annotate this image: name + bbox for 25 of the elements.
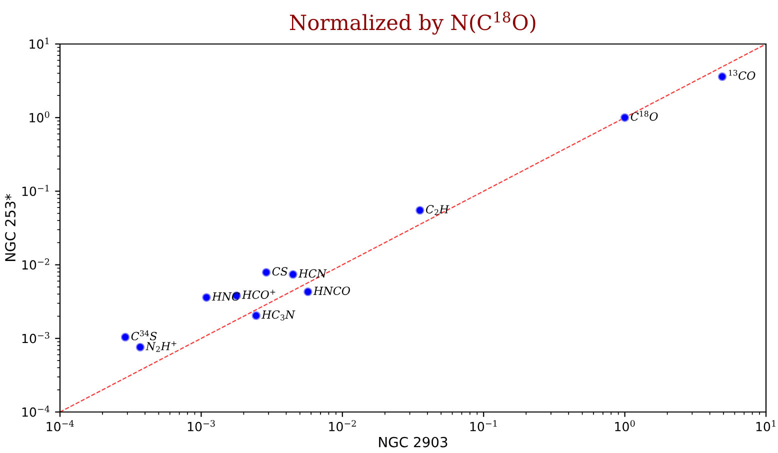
annotation: HCO$^{+}$ [242,290,276,299]
annotation: CS [272,267,288,276]
x-tick-label: 10$^{1}$ [756,420,776,432]
y-tick-label: 10$^{−2}$ [22,258,50,270]
annotation: C$^{34}$S [131,330,157,340]
annotation: $^{13}$CO [728,70,756,80]
y-axis-title: NGC 253* [5,194,16,261]
y-tick-label: 10$^{−1}$ [22,184,49,196]
y-tick-label: 10$^{−3}$ [22,332,50,344]
chart-title: Normalized by N(C$^{18}$O) [290,12,536,35]
y-tick-label: 10$^{1}$ [30,38,49,49]
annotation: HNCO [313,286,350,295]
annotation: C$^{18}$O [630,110,658,121]
annotation: HC$_{3}$N [262,310,296,320]
x-axis-title: NGC 2903 [379,436,448,448]
y-tick-label: 10$^{−4}$ [22,406,50,417]
y-tick-label: 10$^{0}$ [30,111,50,122]
annotation: C$_{2}$H [426,205,450,216]
x-tick-label: 10$^{−3}$ [188,420,215,432]
x-tick-label: 10$^{0}$ [615,420,635,432]
x-tick-label: 10$^{−2}$ [329,420,356,432]
x-tick-label: 10$^{−4}$ [46,420,74,432]
annotation: N$_{2}$H$^{+}$ [146,341,176,352]
x-tick-label: 10$^{−1}$ [470,420,497,432]
annotation: HCN [298,269,327,278]
